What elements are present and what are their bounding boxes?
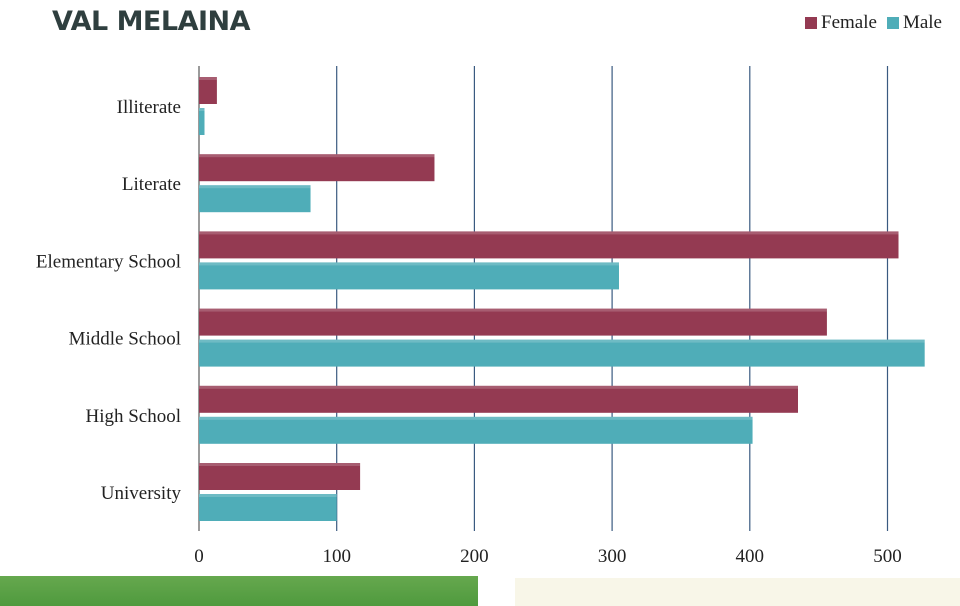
- bar-male-middle-school: [199, 339, 925, 367]
- bar-highlight-male-literate: [199, 185, 311, 189]
- category-label-elementary-school: Elementary School: [36, 251, 181, 272]
- legend-swatch-male: [886, 17, 899, 29]
- bar-highlight-female-high-school: [199, 385, 798, 389]
- bar-female-literate: [199, 154, 435, 182]
- bar-highlight-male-high-school: [199, 416, 753, 420]
- bar-female-university: [199, 463, 361, 490]
- bar-highlight-female-literate: [199, 154, 435, 158]
- category-label-high-school: High School: [85, 406, 181, 427]
- bar-highlight-male-illiterate: [199, 108, 205, 111]
- legend-label-male: Male: [902, 12, 942, 33]
- bar-female-elementary-school: [199, 231, 899, 259]
- bar-male-high-school: [199, 416, 753, 444]
- x-tick-label-100: 100: [322, 546, 351, 567]
- bar-highlight-female-elementary-school: [199, 231, 899, 235]
- bar-highlight-male-elementary-school: [199, 262, 619, 266]
- page-title: VAL MELAINA: [52, 6, 251, 37]
- bar-male-university: [199, 494, 337, 521]
- x-tick-label-400: 400: [736, 546, 765, 567]
- legend-item-male: Male: [886, 12, 942, 34]
- bar-highlight-female-middle-school: [199, 308, 827, 312]
- legend-swatch-female: [805, 17, 818, 29]
- bar-female-middle-school: [199, 308, 827, 336]
- bar-male-illiterate: [199, 108, 205, 135]
- bottom-strip-green: [0, 576, 478, 606]
- x-tick-label-0: 0: [194, 546, 204, 567]
- bar-male-literate: [199, 185, 311, 213]
- bar-highlight-male-middle-school: [199, 339, 925, 343]
- x-tick-label-500: 500: [873, 546, 902, 567]
- legend-label-female: Female: [821, 12, 877, 33]
- bottom-strip-cream: [515, 578, 960, 606]
- category-label-university: University: [101, 483, 182, 504]
- x-tick-label-200: 200: [460, 546, 489, 567]
- bar-highlight-male-university: [199, 494, 337, 497]
- x-tick-label-300: 300: [598, 546, 627, 567]
- category-label-literate: Literate: [122, 174, 181, 195]
- bar-highlight-female-university: [199, 463, 361, 466]
- legend-item-female: Female: [805, 12, 877, 34]
- bar-female-illiterate: [199, 77, 217, 104]
- bar-male-elementary-school: [199, 262, 619, 290]
- legend: Female Male: [805, 12, 942, 34]
- bar-highlight-female-illiterate: [199, 77, 217, 80]
- category-label-illiterate: Illiterate: [117, 97, 181, 118]
- bar-female-high-school: [199, 385, 798, 413]
- category-label-middle-school: Middle School: [69, 329, 181, 350]
